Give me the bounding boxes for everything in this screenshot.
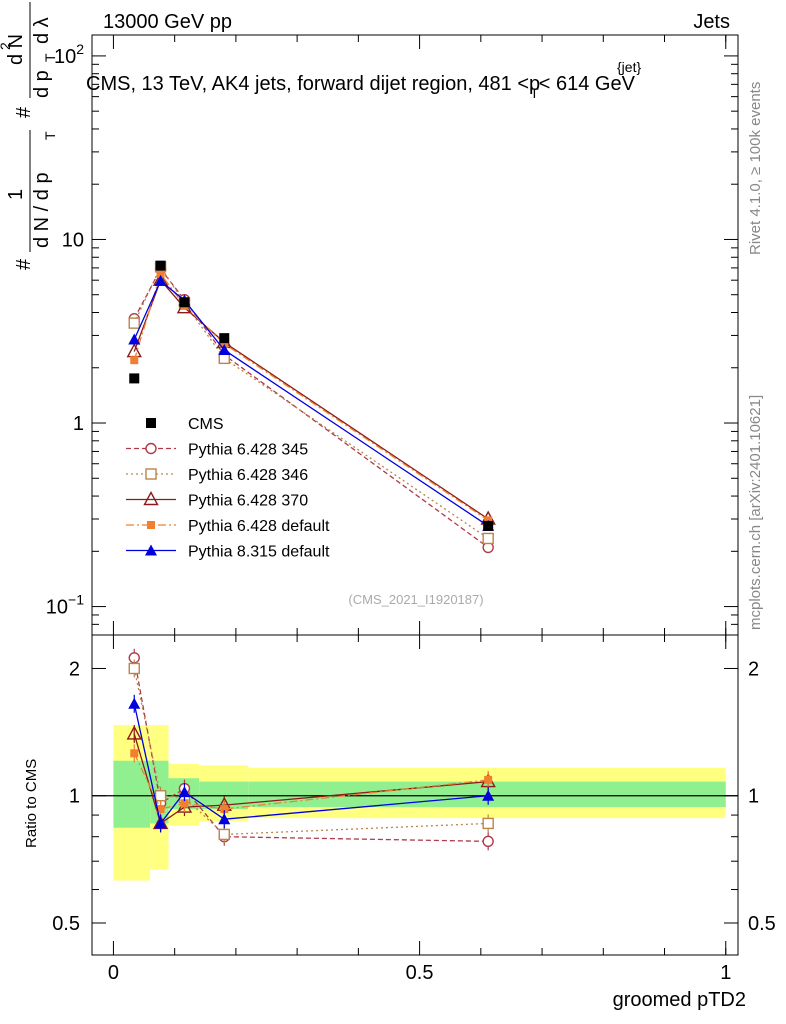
x-axis-label: groomed pTD2	[613, 989, 746, 1011]
legend-label-p370: Pythia 6.428 370	[188, 493, 308, 510]
ratio-point-p8	[178, 786, 191, 798]
legend-marker-p346	[145, 468, 157, 480]
energy-label: 13000 GeV pp	[103, 11, 232, 33]
main-point-p8	[218, 343, 231, 355]
main-y-tick-label: 10	[62, 229, 84, 251]
ratio-y-tick-label: 2	[69, 658, 80, 680]
ratio-series-line-p346	[133, 668, 489, 836]
rivet-label: Rivet 4.1.0, ≥ 100k events	[747, 82, 764, 255]
title-main: CMS, 13 TeV, AK4 jets, forward dijet reg…	[86, 73, 540, 95]
ratio-y-tick-label-right: 1	[748, 786, 759, 808]
main-y-tick-label: 10−1	[46, 592, 84, 619]
ratio-point-p8	[128, 697, 141, 709]
legend-label-p346: Pythia 6.428 346	[188, 467, 308, 484]
ylabel-denom: d N / d p	[31, 172, 53, 248]
ratio-y-tick-label-right: 2	[748, 658, 759, 680]
main-point-pdef	[156, 269, 165, 278]
ratio-point-p346	[218, 828, 230, 841]
title-sup: {jet}	[617, 59, 641, 75]
main-point-cms	[129, 373, 140, 384]
ratio-plot-frame	[91, 634, 739, 956]
main-point-pdef	[220, 339, 229, 348]
main-y-tick-label: 102	[54, 41, 84, 68]
ratio-point-p346	[154, 790, 167, 802]
legend-label-cms: CMS	[188, 416, 224, 433]
main-point-cms	[483, 520, 494, 531]
axes-ticks: 0 0.5 1 10−1 1 10 102 0.5 0.5 1 1 2 2	[46, 35, 776, 984]
ratio-point-p8	[218, 813, 231, 825]
ratio-point-p346	[482, 817, 494, 830]
ylabel-denom-sub: T	[42, 131, 58, 140]
ratio-point-pdef	[130, 749, 139, 758]
jets-label: Jets	[693, 11, 730, 33]
legend-label-pdef: Pythia 6.428 default	[188, 518, 330, 535]
ylabel-dl: d λ	[31, 17, 53, 44]
ratio-y-tick-label: 0.5	[52, 913, 80, 935]
svg-text:CMS, 13 TeV, AK4 jets, forward: CMS, 13 TeV, AK4 jets, forward dijet reg…	[86, 73, 636, 101]
ratio-point-pdef	[156, 805, 165, 814]
main-point-cms	[155, 260, 166, 271]
legend-marker-pdef	[147, 521, 155, 529]
legend-marker-p345	[145, 442, 157, 455]
ratio-y-tick-label-right: 0.5	[748, 913, 776, 935]
ratio-point-pdef	[180, 799, 189, 808]
legend-marker-p370	[143, 491, 159, 506]
main-point-cms	[179, 297, 190, 308]
ratio-point-pdef	[484, 775, 493, 784]
main-point-p346	[482, 532, 494, 545]
main-point-pdef	[130, 356, 139, 365]
main-y-tick-label: 1	[73, 413, 84, 435]
ratio-point-p345	[482, 835, 494, 848]
analysis-watermark: (CMS_2021_I1920187)	[348, 592, 483, 607]
mcplots-label: mcplots.cern.ch [arXiv:2401.10621]	[747, 395, 764, 630]
ylabel-den2-sub: T	[42, 53, 58, 62]
main-y-axis-label: # 1 d N / d p T # d N 2 d p T d λ	[0, 2, 58, 270]
ratio-y-tick-label: 1	[69, 786, 80, 808]
ratio-band-inner	[113, 760, 151, 828]
main-point-p8	[154, 274, 167, 286]
ratio-y-axis-label: Ratio to CMS	[23, 759, 40, 848]
ratio-point-p8	[482, 789, 495, 801]
main-title: CMS, 13 TeV, AK4 jets, forward dijet reg…	[86, 59, 641, 101]
main-point-p8	[128, 333, 141, 345]
legend-label-p8: Pythia 8.315 default	[188, 544, 330, 561]
x-tick-label: 0.5	[406, 962, 434, 984]
x-tick-label: 0	[108, 962, 119, 984]
main-series-line-p8	[133, 279, 489, 527]
ylabel-hash2: #	[13, 106, 35, 118]
ratio-point-p346	[128, 662, 140, 675]
main-point-p346	[128, 317, 140, 329]
legend-marker-cms	[146, 418, 156, 428]
main-panel-series	[126, 260, 496, 554]
ratio-panel-series	[126, 648, 496, 851]
ylabel-hash1: #	[13, 258, 35, 270]
ratio-point-p370	[126, 725, 142, 740]
title-end: < 614 GeV	[539, 73, 636, 95]
ratio-series-line-p345	[133, 657, 489, 842]
ylabel-num-sup: 2	[0, 42, 13, 50]
ratio-point-pdef	[220, 805, 229, 814]
ylabel-den2: d p	[31, 70, 53, 98]
ratio-point-p8	[154, 817, 167, 829]
title-sub: T	[530, 85, 539, 101]
ylabel-one: 1	[5, 189, 27, 200]
legend-marker-p8	[145, 544, 157, 556]
x-tick-label: 1	[720, 962, 731, 984]
legend-label-p345: Pythia 6.428 345	[188, 442, 308, 459]
legend: CMS Pythia 6.428 345 Pythia 6.428 346 Pythi…	[126, 416, 330, 561]
ylabel-num: d N	[5, 34, 27, 65]
main-point-cms	[219, 333, 230, 344]
